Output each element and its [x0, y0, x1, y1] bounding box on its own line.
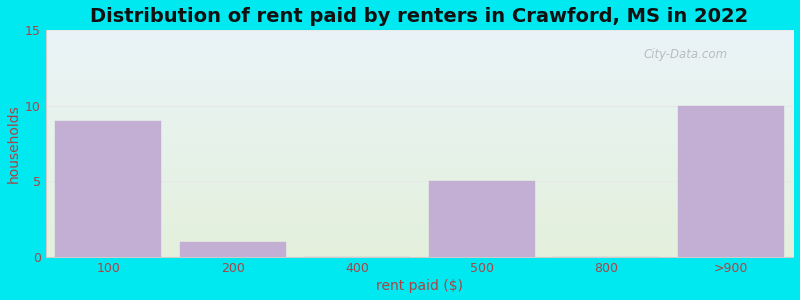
Bar	[55, 121, 161, 257]
Text: City-Data.com: City-Data.com	[644, 48, 728, 62]
Bar	[180, 242, 286, 257]
Y-axis label: households: households	[7, 104, 21, 183]
X-axis label: rent paid ($): rent paid ($)	[376, 279, 463, 293]
Bar	[429, 182, 534, 257]
Bar	[678, 106, 784, 257]
Title: Distribution of rent paid by renters in Crawford, MS in 2022: Distribution of rent paid by renters in …	[90, 7, 749, 26]
